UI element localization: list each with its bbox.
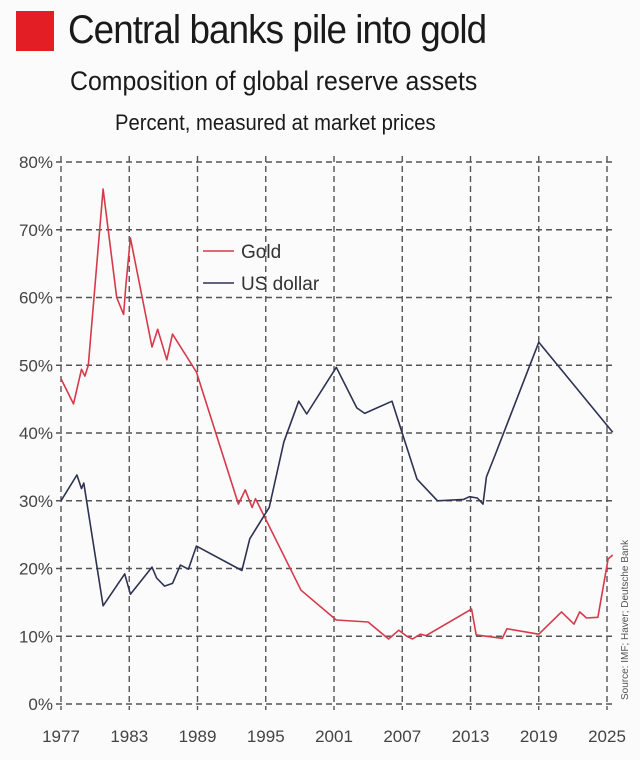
source-note: Source: IMF; Haver; Deutsche Bank: [620, 539, 631, 700]
chart-unit-note: Percent, measured at market prices: [115, 110, 436, 135]
x-tick-label: 1989: [179, 727, 217, 746]
chart-title: Central banks pile into gold: [68, 8, 487, 52]
x-tick-label: 1983: [110, 727, 148, 746]
legend: Gold US dollar: [203, 242, 320, 295]
y-axis-ticks: 0% 10% 20% 30% 40% 50% 60% 70% 80%: [19, 153, 53, 714]
x-tick-label: 2013: [452, 727, 490, 746]
y-tick-label: 50%: [19, 356, 53, 375]
y-tick-label: 0%: [28, 695, 53, 714]
y-tick-label: 40%: [19, 424, 53, 443]
legend-usd-label: US dollar: [241, 274, 320, 295]
x-tick-label: 2001: [315, 727, 353, 746]
series-line-gold: [60, 188, 614, 640]
x-tick-label: 1995: [247, 727, 285, 746]
y-tick-label: 60%: [19, 289, 53, 308]
x-tick-label: 1977: [42, 727, 80, 746]
series-lines: [60, 188, 614, 640]
chart-subtitle: Composition of global reserve assets: [70, 66, 478, 96]
grid: [56, 156, 613, 710]
y-tick-label: 80%: [19, 153, 53, 172]
x-tick-label: 2019: [520, 727, 558, 746]
series-line-us-dollar: [60, 341, 614, 607]
x-axis-ticks: 1977 1983 1989 1995 2001 2007 2013 2019 2025: [42, 727, 626, 746]
legend-gold-label: Gold: [241, 242, 281, 263]
y-tick-label: 20%: [19, 560, 53, 579]
x-tick-label: 2007: [383, 727, 421, 746]
accent-square: [16, 10, 54, 51]
chart-header: Central banks pile into gold: [16, 8, 523, 53]
y-tick-label: 10%: [19, 627, 53, 646]
x-tick-label: 2025: [588, 727, 626, 746]
y-tick-label: 70%: [19, 221, 53, 240]
y-tick-label: 30%: [19, 492, 53, 511]
